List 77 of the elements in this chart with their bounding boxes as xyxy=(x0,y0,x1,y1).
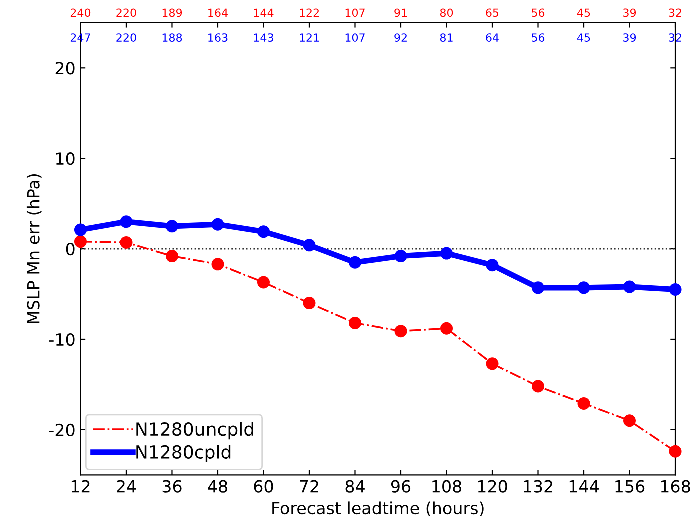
x-tick-label: 12 xyxy=(72,480,90,493)
y-tick-label: -10 xyxy=(49,333,75,346)
y-axis-title: MSLP Mn err (hPa) xyxy=(26,174,42,324)
text: 122 xyxy=(300,8,319,17)
point xyxy=(212,258,224,271)
x-axis-title: Forecast leadtime (hours) xyxy=(272,502,484,517)
text: 240 xyxy=(70,8,91,18)
x-tick-label: 48 xyxy=(208,480,228,493)
annotation: 220 xyxy=(116,34,136,42)
text: 65 xyxy=(486,8,499,18)
point xyxy=(532,380,545,393)
text: 144 xyxy=(254,8,274,17)
legend-label: N1280uncpld xyxy=(136,422,254,440)
point xyxy=(440,247,453,260)
y-tick-label: 0 xyxy=(66,243,75,256)
text: 39 xyxy=(624,8,636,18)
point xyxy=(303,239,316,252)
text: 45 xyxy=(577,8,590,18)
annotation: 92 xyxy=(394,34,407,42)
point xyxy=(578,282,590,294)
point xyxy=(624,414,636,428)
annotation: 107 xyxy=(346,34,365,42)
point xyxy=(669,283,682,296)
x-tick-label: 96 xyxy=(391,480,411,493)
annotation: 188 xyxy=(162,34,182,42)
annotation: 81 xyxy=(440,34,453,42)
annotation: 163 xyxy=(208,34,228,42)
point xyxy=(394,250,408,263)
annotation: 121 xyxy=(300,34,320,42)
point xyxy=(120,216,133,228)
text: 91 xyxy=(394,8,408,18)
point xyxy=(348,316,362,330)
y-tick-label: 20 xyxy=(56,62,75,75)
point xyxy=(120,236,133,249)
x-tick-label: 156 xyxy=(616,480,645,493)
point xyxy=(669,445,682,458)
x-tick-label: 60 xyxy=(254,480,274,493)
y-tick-label: 10 xyxy=(56,152,75,166)
x-tick-label: 168 xyxy=(661,480,690,493)
point xyxy=(74,236,87,248)
x-tick-label: 108 xyxy=(432,480,462,493)
point xyxy=(394,325,408,338)
text: 107 xyxy=(346,8,365,18)
point xyxy=(166,250,178,263)
x-tick-label: 84 xyxy=(346,480,365,493)
point xyxy=(440,322,453,335)
point xyxy=(486,358,499,370)
text: 164 xyxy=(208,8,228,18)
point xyxy=(348,256,362,269)
x-tick-label: 24 xyxy=(117,480,136,493)
text: 80 xyxy=(440,8,454,18)
y-tick-label: -20 xyxy=(49,424,75,436)
text: 32 xyxy=(669,8,682,18)
x-tick-label: 36 xyxy=(162,480,182,493)
point xyxy=(257,276,270,289)
annotation: 143 xyxy=(254,34,274,42)
point xyxy=(74,224,87,236)
annotation: 64 xyxy=(486,34,499,42)
legend-label: N1280cpld xyxy=(136,445,231,463)
x-tick-label: 144 xyxy=(570,480,599,493)
x-tick-label: 72 xyxy=(300,480,318,493)
annotation: 56 xyxy=(532,34,545,42)
point xyxy=(578,397,590,410)
point xyxy=(257,226,270,238)
point xyxy=(166,220,178,233)
text: 56 xyxy=(532,8,545,18)
annotation: 45 xyxy=(577,34,590,42)
text: 220 xyxy=(116,8,136,18)
point xyxy=(303,297,316,310)
point xyxy=(212,218,224,231)
point xyxy=(532,282,545,294)
x-tick-label: 120 xyxy=(478,480,508,493)
annotation: 39 xyxy=(624,34,636,42)
x-tick-label: 132 xyxy=(524,480,552,493)
point xyxy=(624,280,636,294)
point xyxy=(486,259,499,272)
text: 189 xyxy=(162,8,182,18)
